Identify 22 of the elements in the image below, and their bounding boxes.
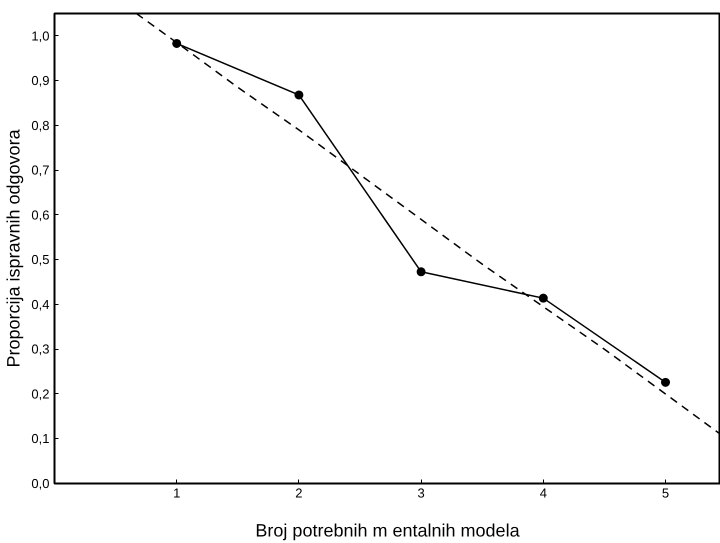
y-tick-label: 0,5 xyxy=(31,252,50,268)
point xyxy=(416,267,426,276)
y-axis-title: Proporcija ispravnih odgovora xyxy=(3,128,24,368)
point xyxy=(661,378,670,387)
x-tick-label: 3 xyxy=(417,486,425,500)
y-tick-label: 0,2 xyxy=(31,386,50,402)
x-tick-label: 5 xyxy=(662,486,670,500)
point xyxy=(538,294,548,303)
y-tick-label: 0,4 xyxy=(31,296,50,312)
y-tick-label: 0,3 xyxy=(31,342,50,357)
y-tick-label: 1,0 xyxy=(31,28,50,44)
y-tick-label: 0,0 xyxy=(31,476,50,491)
y-tick-label: 0,9 xyxy=(31,73,50,88)
x-tick-label: 1 xyxy=(173,486,180,500)
y-tick-label: 0,6 xyxy=(31,207,50,222)
point xyxy=(294,90,304,100)
y-tick-label: 0,1 xyxy=(31,431,50,446)
x-tick-label: 4 xyxy=(540,486,547,500)
x-tick-label: 2 xyxy=(295,486,303,500)
y-tick-label: 0,8 xyxy=(31,118,50,133)
y-tick-label: 0,7 xyxy=(31,162,50,178)
x-axis-title: Broj potrebnih m entalnih modela xyxy=(255,520,521,540)
